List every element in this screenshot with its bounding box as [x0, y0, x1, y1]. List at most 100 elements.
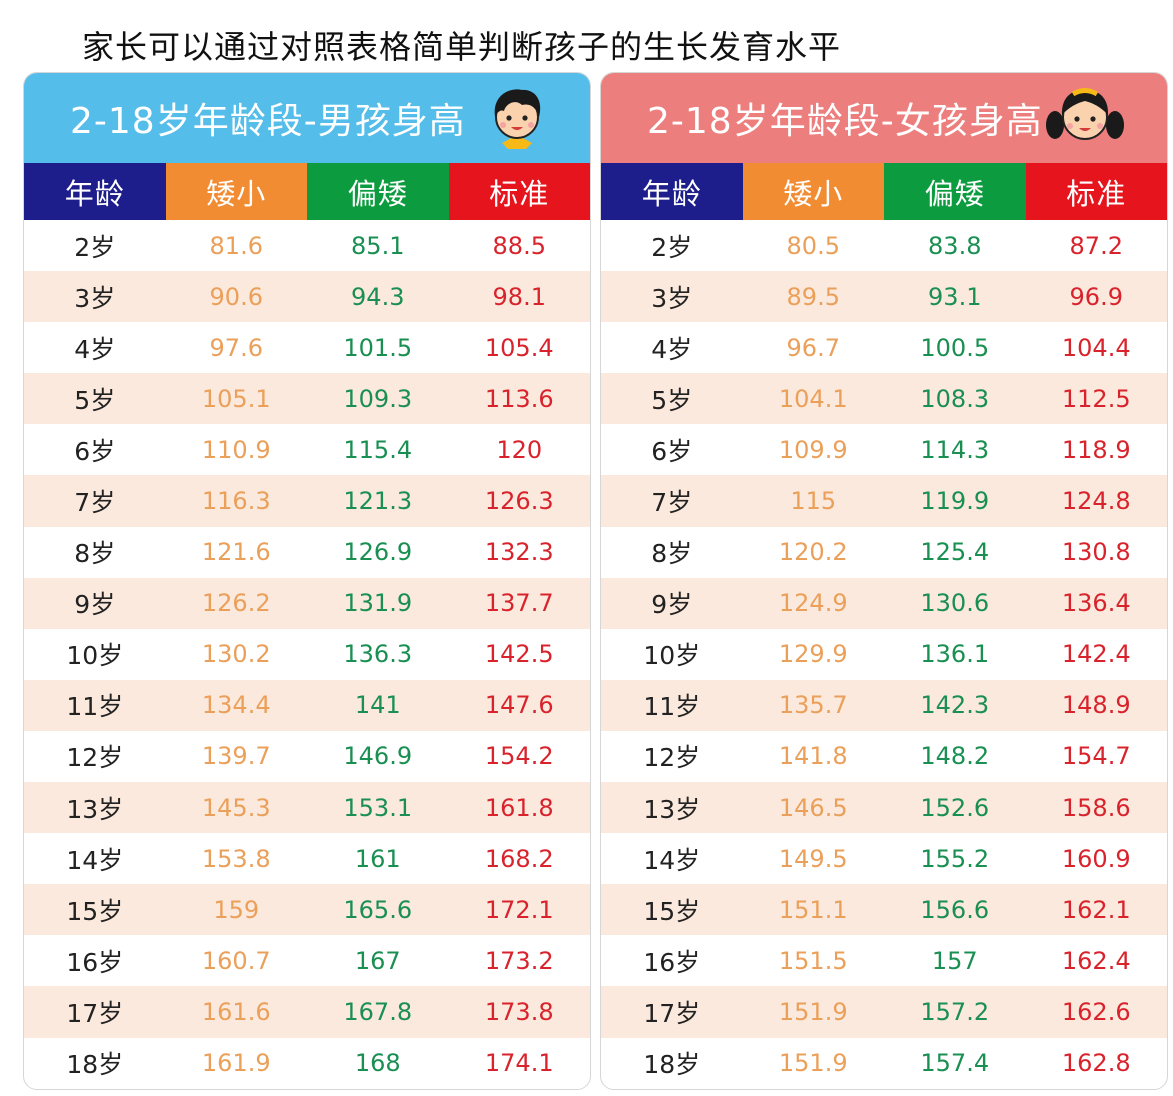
table-row: 8岁 121.6 126.9 132.3	[24, 527, 590, 578]
column-header-short: 矮小	[742, 163, 884, 220]
below-average-value-cell: 146.9	[343, 742, 413, 771]
table-row: 13岁 146.5 152.6 158.6	[601, 782, 1167, 834]
short-value-cell: 134.4	[201, 691, 271, 720]
standard-value-cell: 173.8	[484, 997, 554, 1026]
below-average-value-cell: 126.9	[343, 538, 413, 567]
table-row: 17岁 151.9 157.2 162.6	[601, 986, 1167, 1038]
standard-value-cell: 168.2	[484, 844, 554, 873]
column-header-standard: 标准	[1025, 163, 1167, 220]
short-value-cell: 89.5	[786, 282, 840, 311]
boys-table-body: 2岁 81.6 85.1 88.5 3岁 90.6 94.3 98.1 4岁 97.6 101.5 1…	[24, 220, 590, 1089]
short-value-cell: 160.7	[201, 946, 271, 975]
standard-value-cell: 160.9	[1061, 844, 1131, 873]
below-average-value-cell: 130.6	[920, 589, 990, 618]
below-average-value-cell: 136.1	[920, 640, 990, 669]
below-average-value-cell: 155.2	[920, 844, 990, 873]
age-cell: 10岁	[643, 641, 701, 671]
below-average-value-cell: 153.1	[343, 793, 413, 822]
below-average-value-cell: 157.4	[920, 1049, 990, 1078]
age-cell: 16岁	[66, 947, 124, 977]
age-cell: 5岁	[651, 385, 693, 415]
age-cell: 10岁	[66, 641, 124, 671]
below-average-value-cell: 131.9	[343, 589, 413, 618]
short-value-cell: 124.9	[778, 589, 848, 618]
age-cell: 7岁	[651, 488, 693, 518]
short-value-cell: 151.5	[778, 946, 848, 975]
below-average-value-cell: 83.8	[928, 231, 982, 260]
below-average-value-cell: 114.3	[920, 435, 990, 464]
standard-value-cell: 142.4	[1061, 640, 1131, 669]
standard-value-cell: 112.5	[1061, 384, 1131, 413]
table-row: 16岁 160.7 167 173.2	[24, 935, 590, 986]
standard-value-cell: 130.8	[1061, 538, 1131, 567]
age-cell: 2岁	[651, 232, 693, 262]
age-cell: 15岁	[643, 896, 701, 926]
age-cell: 5岁	[74, 385, 116, 415]
standard-value-cell: 137.7	[484, 589, 554, 618]
standard-value-cell: 105.4	[484, 333, 554, 362]
standard-value-cell: 120	[496, 435, 543, 464]
table-row: 3岁 90.6 94.3 98.1	[24, 271, 590, 323]
standard-value-cell: 148.9	[1061, 691, 1131, 720]
short-value-cell: 145.3	[201, 793, 271, 822]
table-row: 18岁 161.9 168 174.1	[24, 1038, 590, 1089]
girls-header-row: 年龄 矮小 偏矮 标准	[601, 163, 1167, 220]
age-cell: 3岁	[651, 283, 693, 313]
below-average-value-cell: 142.3	[920, 691, 990, 720]
below-average-value-cell: 157	[931, 946, 978, 975]
short-value-cell: 80.5	[786, 231, 840, 260]
short-value-cell: 139.7	[201, 742, 271, 771]
short-value-cell: 135.7	[778, 691, 848, 720]
below-average-value-cell: 109.3	[343, 384, 413, 413]
below-average-value-cell: 157.2	[920, 997, 990, 1026]
below-average-value-cell: 167	[354, 946, 401, 975]
short-value-cell: 161.6	[201, 997, 271, 1026]
below-average-value-cell: 115.4	[343, 435, 413, 464]
table-row: 17岁 161.6 167.8 173.8	[24, 986, 590, 1038]
short-value-cell: 151.1	[778, 895, 848, 924]
girls-height-table: 2-18岁年龄段-女孩身高 年龄 矮小 偏矮 标准 2岁 80.5 83.8 87.2…	[600, 72, 1168, 1090]
standard-value-cell: 162.1	[1061, 895, 1131, 924]
age-cell: 18岁	[66, 1050, 124, 1080]
age-cell: 17岁	[66, 998, 124, 1028]
age-cell: 6岁	[651, 436, 693, 466]
below-average-value-cell: 165.6	[343, 895, 413, 924]
short-value-cell: 90.6	[209, 282, 263, 311]
table-row: 13岁 145.3 153.1 161.8	[24, 782, 590, 834]
age-cell: 12岁	[643, 743, 701, 773]
column-header-below-average: 偏矮	[307, 163, 449, 220]
below-average-value-cell: 141	[354, 691, 401, 720]
standard-value-cell: 104.4	[1061, 333, 1131, 362]
column-header-age: 年龄	[601, 163, 743, 220]
short-value-cell: 153.8	[201, 844, 271, 873]
age-cell: 2岁	[74, 232, 116, 262]
table-row: 7岁 115 119.9 124.8	[601, 475, 1167, 527]
table-row: 9岁 124.9 130.6 136.4	[601, 577, 1167, 629]
standard-value-cell: 88.5	[492, 231, 546, 260]
short-value-cell: 151.9	[778, 1049, 848, 1078]
standard-value-cell: 113.6	[484, 384, 554, 413]
girls-table-body: 2岁 80.5 83.8 87.2 3岁 89.5 93.1 96.9 4岁 96.7 100.5 1…	[601, 220, 1167, 1089]
age-cell: 18岁	[643, 1050, 701, 1080]
standard-value-cell: 136.4	[1061, 589, 1131, 618]
girls-banner: 2-18岁年龄段-女孩身高	[601, 73, 1167, 163]
boy-face-icon	[486, 85, 548, 155]
short-value-cell: 97.6	[209, 333, 263, 362]
age-cell: 11岁	[66, 692, 124, 722]
short-value-cell: 96.7	[786, 333, 840, 362]
age-cell: 4岁	[74, 334, 116, 364]
table-row: 5岁 105.1 109.3 113.6	[24, 373, 590, 425]
girls-table-title: 2-18岁年龄段-女孩身高	[647, 101, 1043, 142]
below-average-value-cell: 148.2	[920, 742, 990, 771]
age-cell: 14岁	[66, 845, 124, 875]
short-value-cell: 146.5	[778, 793, 848, 822]
age-cell: 13岁	[643, 794, 701, 824]
short-value-cell: 161.9	[201, 1049, 271, 1078]
table-row: 14岁 149.5 155.2 160.9	[601, 833, 1167, 884]
table-row: 2岁 81.6 85.1 88.5	[24, 220, 590, 271]
standard-value-cell: 161.8	[484, 793, 554, 822]
standard-value-cell: 96.9	[1069, 282, 1123, 311]
standard-value-cell: 162.8	[1061, 1049, 1131, 1078]
table-row: 4岁 96.7 100.5 104.4	[601, 322, 1167, 373]
standard-value-cell: 158.6	[1061, 793, 1131, 822]
